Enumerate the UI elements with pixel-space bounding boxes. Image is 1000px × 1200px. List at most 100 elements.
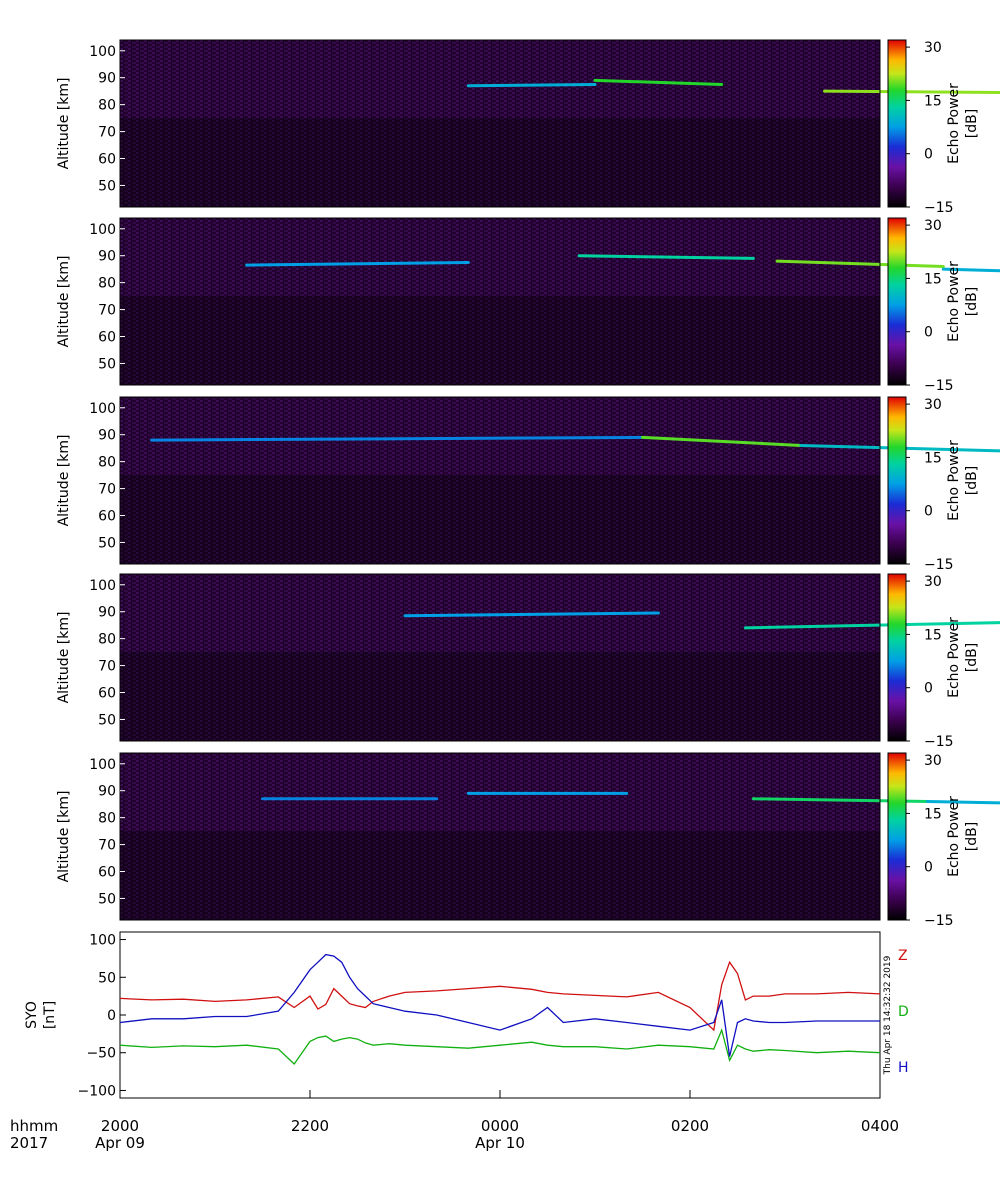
colorbar-tick-label: 15 bbox=[924, 627, 942, 643]
y-tick-label: 90 bbox=[98, 784, 116, 800]
y-tick-label: 100 bbox=[89, 44, 116, 60]
colorbar-tick-label: −15 bbox=[924, 557, 954, 573]
y-axis-label: Altitude [km] bbox=[56, 256, 72, 348]
y-tick-label: 50 bbox=[98, 712, 116, 728]
colorbar-tick-label: 30 bbox=[924, 218, 942, 234]
y-tick-label: 90 bbox=[98, 71, 116, 87]
panel-lower-shade bbox=[120, 652, 880, 741]
colorbar-tick-label: 0 bbox=[924, 504, 933, 520]
x-tick-label: 2200 bbox=[291, 1117, 329, 1135]
panel-lower-shade bbox=[120, 118, 880, 207]
colorbar bbox=[887, 752, 907, 921]
colorbar-tick-label: −15 bbox=[924, 734, 954, 750]
y-axis-unit: [nT] bbox=[42, 1001, 58, 1029]
panel-frame bbox=[119, 573, 881, 742]
echo-layer-2 bbox=[577, 254, 755, 260]
echo-layer-4 bbox=[941, 267, 1000, 273]
x-axis-row-label-bottom: 2017 bbox=[10, 1134, 48, 1152]
colorbar-tick-label: 15 bbox=[924, 450, 942, 466]
colorbar-unit: [dB] bbox=[964, 287, 980, 316]
series-label-z: Z bbox=[898, 948, 908, 964]
y-tick-label: −100 bbox=[78, 1083, 116, 1099]
series-label-d: D bbox=[898, 1004, 909, 1020]
rti-panel-1: 50 60 70 80 90 100 Altitude [km] −15 0 15 30 Echo P… bbox=[56, 39, 1000, 216]
colorbar-label: Echo Power bbox=[946, 83, 962, 164]
echo-layer-1 bbox=[245, 260, 470, 267]
y-tick-label: 80 bbox=[98, 98, 116, 114]
colorbar-tick-label: 0 bbox=[924, 325, 933, 341]
y-tick-label: 100 bbox=[89, 933, 116, 949]
colorbar-unit: [dB] bbox=[964, 466, 980, 495]
y-tick-label: 50 bbox=[98, 970, 116, 986]
y-tick-label: 90 bbox=[98, 428, 116, 444]
colorbar-label: Echo Power bbox=[946, 617, 962, 698]
echo-layer-4 bbox=[926, 799, 1000, 805]
colorbar-tick-label: 15 bbox=[924, 271, 942, 287]
rti-panel-2: 50 60 70 80 90 100 Altitude [km] −15 0 15 30 Echo P… bbox=[56, 217, 1000, 394]
echo-layer-1 bbox=[150, 435, 644, 442]
panel-background bbox=[120, 218, 880, 385]
echo-layer-1 bbox=[403, 611, 660, 618]
y-tick-label: 50 bbox=[98, 356, 116, 372]
y-tick-label: 90 bbox=[98, 605, 116, 621]
y-tick-label: 80 bbox=[98, 276, 116, 292]
y-tick-label: 90 bbox=[98, 249, 116, 265]
y-tick-label: 60 bbox=[98, 865, 116, 881]
y-axis-label: SYO bbox=[24, 1001, 40, 1029]
y-axis-label: Altitude [km] bbox=[56, 435, 72, 527]
x-tick-label: 0200 bbox=[671, 1117, 709, 1135]
y-tick-label: 60 bbox=[98, 509, 116, 525]
y-tick-label: 70 bbox=[98, 838, 116, 854]
x-tick-sublabel: Apr 09 bbox=[95, 1134, 145, 1152]
echo-layer-3 bbox=[799, 443, 1000, 453]
panel-frame bbox=[119, 217, 881, 386]
y-tick-label: 100 bbox=[89, 578, 116, 594]
colorbar-unit: [dB] bbox=[964, 822, 980, 851]
y-axis-label: Altitude [km] bbox=[56, 791, 72, 883]
y-tick-label: 70 bbox=[98, 482, 116, 498]
panel-frame bbox=[119, 39, 881, 208]
echo-layer-3 bbox=[775, 259, 945, 268]
y-tick-label: 80 bbox=[98, 455, 116, 471]
y-tick-label: 70 bbox=[98, 125, 116, 141]
echo-layer-1 bbox=[466, 82, 597, 88]
series-line-d bbox=[119, 1028, 881, 1065]
colorbar-label: Echo Power bbox=[946, 796, 962, 877]
panel-lower-shade bbox=[120, 831, 880, 920]
y-tick-label: 70 bbox=[98, 659, 116, 675]
colorbar-tick-label: −15 bbox=[924, 378, 954, 394]
colorbar bbox=[887, 39, 907, 208]
y-tick-label: 80 bbox=[98, 811, 116, 827]
panel-lower-shade bbox=[120, 475, 880, 564]
series-line-z bbox=[119, 960, 881, 1032]
y-tick-label: 80 bbox=[98, 632, 116, 648]
colorbar-tick-label: −15 bbox=[924, 200, 954, 216]
y-tick-label: 100 bbox=[89, 757, 116, 773]
panel-frame bbox=[119, 396, 881, 565]
x-tick-sublabel: Apr 10 bbox=[475, 1134, 525, 1152]
y-tick-label: 70 bbox=[98, 303, 116, 319]
colorbar-tick-label: 0 bbox=[924, 147, 933, 163]
panel-background bbox=[120, 40, 880, 207]
x-axis-row-label-top: hhmm bbox=[10, 1117, 58, 1135]
rti-panel-5: 50 60 70 80 90 100 Altitude [km] −15 0 15 30 Echo P… bbox=[56, 752, 1000, 929]
magnetometer-frame bbox=[119, 931, 881, 1099]
colorbar bbox=[887, 573, 907, 742]
colorbar-tick-label: 15 bbox=[924, 806, 942, 822]
rti-panel-4: 50 60 70 80 90 100 Altitude [km] −15 0 15 30 Echo P… bbox=[56, 573, 1000, 750]
colorbar-tick-label: 30 bbox=[924, 40, 942, 56]
x-tick-label: 0000 bbox=[481, 1117, 519, 1135]
y-tick-label: 60 bbox=[98, 686, 116, 702]
panel-background bbox=[120, 753, 880, 920]
panel-frame bbox=[119, 752, 881, 921]
panel-background bbox=[120, 397, 880, 564]
echo-layer-2 bbox=[641, 435, 803, 447]
colorbar-unit: [dB] bbox=[964, 643, 980, 672]
panel-lower-shade bbox=[120, 296, 880, 385]
series-label-h: H bbox=[898, 1060, 909, 1076]
y-tick-label: −50 bbox=[86, 1046, 116, 1062]
echo-layer-2 bbox=[593, 78, 724, 86]
y-tick-label: 50 bbox=[98, 178, 116, 194]
y-tick-label: 60 bbox=[98, 330, 116, 346]
